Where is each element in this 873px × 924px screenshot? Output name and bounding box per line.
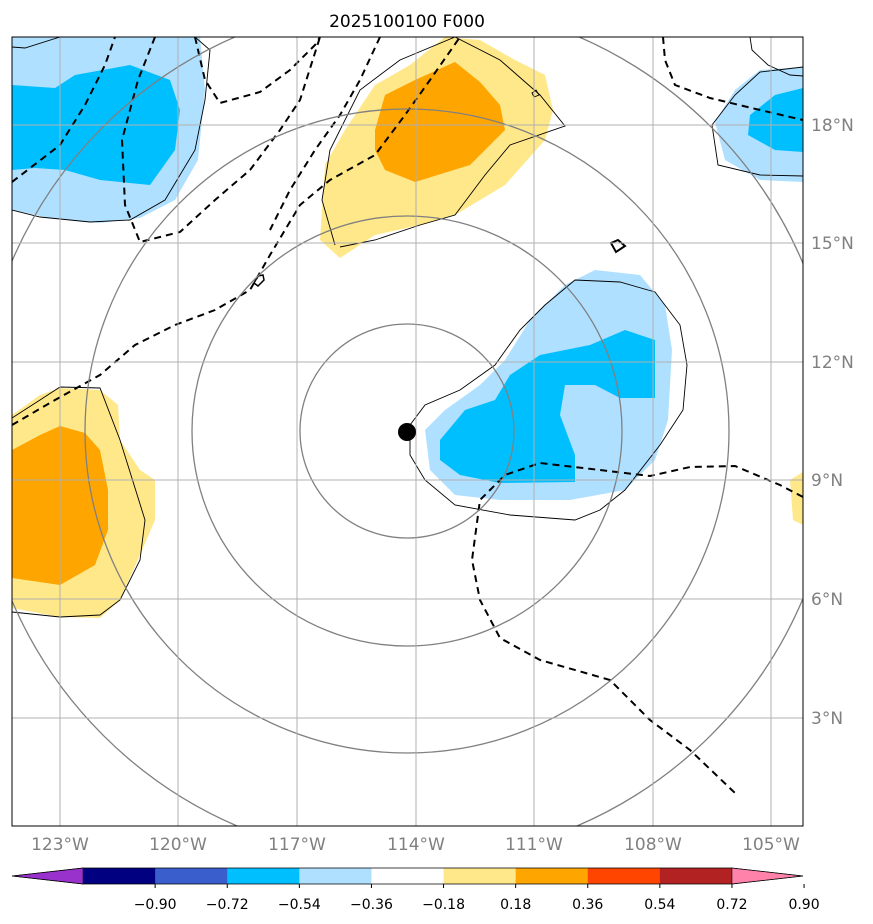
small-closed-contour [531,89,540,98]
range-rings [12,37,803,826]
lon-label-108w: 108°W [624,835,682,855]
colorbar-segment [83,868,156,884]
lat-label-6n: 6°N [811,590,843,610]
colorbar-tick-label: 0.90 [788,897,819,913]
colorbar-tick-label: −0.36 [350,897,393,913]
colorbar-segment [443,868,517,884]
colorbar-segment [371,868,445,884]
colorbar-tick-label: 0.36 [572,897,603,913]
contour-northeast-top [749,37,803,77]
lat-label-3n: 3°N [811,709,843,729]
lon-label-105w: 105°W [742,835,800,855]
colorbar-segment [227,868,300,884]
colorbar-ticks: −0.90 −0.72 −0.54 −0.36 −0.18 0.18 0.36 0.54 0.7… [134,884,820,913]
lon-label-114w: 114°W [387,835,445,855]
map-area [12,37,803,826]
strong-negative-anomaly-region-east [440,330,655,483]
longitude-labels: 123°W 120°W 117°W 114°W 111°W 108°W 105°… [31,835,800,855]
contour-north [321,37,566,248]
latitude-labels: 18°N 15°N 12°N 9°N 6°N 3°N [811,116,854,729]
small-closed-contour-west [253,274,265,287]
dashed-contour-northwest-a [12,37,116,183]
colorbar-tick-label: 0.72 [716,897,747,913]
range-ring-1 [299,323,515,539]
positive-anomaly-region-north-core [375,62,505,182]
colorbar-segment [515,868,589,884]
contour-west [12,386,146,618]
small-closed-contour-east [609,238,627,254]
colorbar-segment [299,868,372,884]
colorbar-segments [11,867,804,885]
colorbar-under-extension [11,867,84,885]
dashed-contour-northwest-b [120,37,321,244]
storm-center-marker [398,423,416,441]
colorbar-tick-label: 0.18 [500,897,531,913]
lat-label-12n: 12°N [811,353,854,373]
map-title: 2025100100 F000 [329,12,485,32]
colorbar: −0.90 −0.72 −0.54 −0.36 −0.18 0.18 0.36 0.54 0.7… [11,867,820,913]
colorbar-over-extension [731,867,804,885]
positive-anomaly-region-east-edge [790,472,803,525]
range-ring-2 [191,215,623,647]
colorbar-segment [155,868,228,884]
colorbar-segment [659,868,733,884]
colorbar-tick-label: −0.54 [278,897,321,913]
colorbar-tick-label: 0.54 [644,897,675,913]
lon-label-117w: 117°W [268,835,326,855]
dashed-contour-central [12,37,461,426]
lat-label-15n: 15°N [811,234,854,254]
colorbar-outline [11,867,804,885]
range-ring-3 [84,108,730,754]
dashed-contour-northeast [662,37,803,121]
contour-east [409,279,688,521]
contour-northwest [12,37,211,223]
lon-label-111w: 111°W [505,835,563,855]
colorbar-tick-label: −0.18 [422,897,465,913]
colorbar-tick-label: −0.90 [134,897,177,913]
dashed-contour-southeast [470,461,803,794]
dashed-contours [12,37,803,794]
strong-negative-anomaly-region-northeast [748,88,803,152]
lat-label-18n: 18°N [811,116,854,136]
colorbar-segment [587,868,661,884]
lat-label-9n: 9°N [811,471,843,491]
map-frame [11,36,804,827]
graticule [12,37,803,826]
dashed-contour-central-b [269,37,381,231]
lon-label-123w: 123°W [31,835,89,855]
shaded-fields [12,37,803,618]
dashed-contour-north [194,37,321,105]
colorbar-tick-label: −0.72 [206,897,249,913]
lon-label-120w: 120°W [149,835,207,855]
